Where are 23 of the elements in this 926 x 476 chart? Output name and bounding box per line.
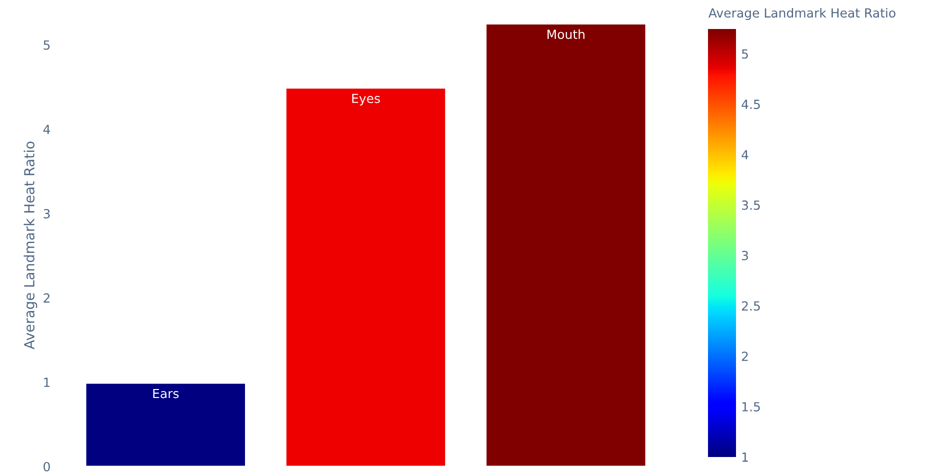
color-bar-label: 5 (742, 49, 748, 59)
color-bar-label: 4.5 (742, 100, 760, 110)
y-axis-title: Average Landmark Heat Ratio (24, 142, 38, 350)
x-tick-label: Eyes (352, 94, 380, 106)
color-bar-label: 2.5 (742, 301, 760, 311)
y-tick-label: 1 (44, 378, 50, 387)
color-bar-label: 1.5 (742, 402, 760, 412)
x-tick-label: Ears (153, 388, 179, 398)
y-tick-label: 5 (44, 40, 50, 50)
x-tick-label: Mouth (548, 29, 584, 40)
y-tick-label: 3 (44, 208, 50, 218)
y-tick-label: 4 (43, 124, 50, 134)
color-bar-label: 1 (742, 452, 748, 462)
color-bar-label: 3 (742, 250, 748, 260)
bar (485, 24, 647, 466)
bar (84, 382, 246, 466)
y-tick-label: 2 (44, 293, 50, 303)
bar (285, 87, 447, 466)
color-bar-title: Average Landmark Heat Ratio (708, 8, 896, 20)
color-bar-label: 2 (742, 352, 748, 361)
y-tick-label: 0 (44, 462, 50, 472)
color-bar-label: 4 (742, 150, 748, 160)
color-bar-label: 3.5 (742, 200, 760, 210)
